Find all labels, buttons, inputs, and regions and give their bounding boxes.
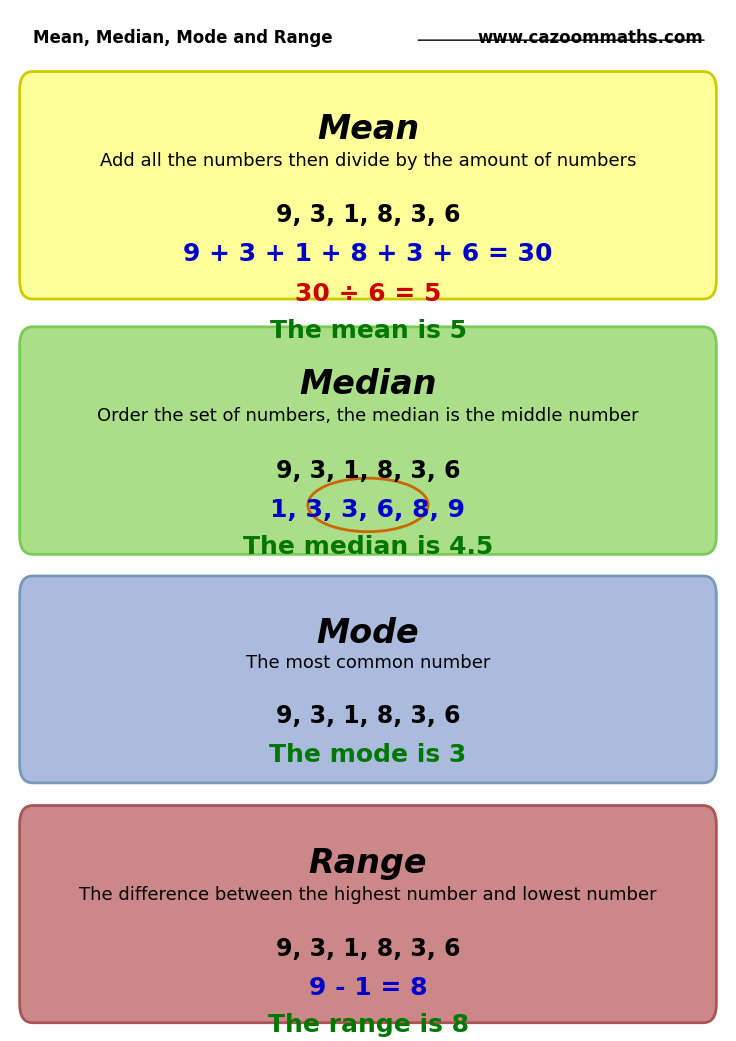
Text: 9, 3, 1, 8, 3, 6: 9, 3, 1, 8, 3, 6 <box>276 704 460 728</box>
Text: Mean, Median, Mode and Range: Mean, Median, Mode and Range <box>33 29 333 47</box>
FancyBboxPatch shape <box>20 72 716 299</box>
Text: The most common number: The most common number <box>246 654 490 672</box>
Text: 9 - 1 = 8: 9 - 1 = 8 <box>308 976 428 1000</box>
Text: 9 + 3 + 1 + 8 + 3 + 6 = 30: 9 + 3 + 1 + 8 + 3 + 6 = 30 <box>183 243 553 266</box>
Text: Mode: Mode <box>316 617 420 651</box>
Text: The difference between the highest number and lowest number: The difference between the highest numbe… <box>79 886 657 904</box>
Text: Mean: Mean <box>317 112 419 146</box>
Text: 1, 3, 3, 6, 8, 9: 1, 3, 3, 6, 8, 9 <box>271 498 465 522</box>
Text: Add all the numbers then divide by the amount of numbers: Add all the numbers then divide by the a… <box>100 152 636 170</box>
Text: Range: Range <box>308 846 428 880</box>
Text: The median is 4.5: The median is 4.5 <box>243 535 493 559</box>
FancyBboxPatch shape <box>20 806 716 1022</box>
Text: The range is 8: The range is 8 <box>267 1014 469 1038</box>
Text: 9, 3, 1, 8, 3, 6: 9, 3, 1, 8, 3, 6 <box>276 459 460 483</box>
Text: Median: Median <box>300 369 436 401</box>
Text: 9, 3, 1, 8, 3, 6: 9, 3, 1, 8, 3, 6 <box>276 203 460 227</box>
Text: The mean is 5: The mean is 5 <box>269 319 467 342</box>
FancyBboxPatch shape <box>20 576 716 783</box>
Text: www.cazoommaths.com: www.cazoommaths.com <box>478 29 703 47</box>
Text: 9, 3, 1, 8, 3, 6: 9, 3, 1, 8, 3, 6 <box>276 937 460 961</box>
FancyBboxPatch shape <box>20 327 716 555</box>
Text: The mode is 3: The mode is 3 <box>269 742 467 767</box>
Text: 30 ÷ 6 = 5: 30 ÷ 6 = 5 <box>295 281 441 306</box>
Text: Order the set of numbers, the median is the middle number: Order the set of numbers, the median is … <box>97 407 639 425</box>
